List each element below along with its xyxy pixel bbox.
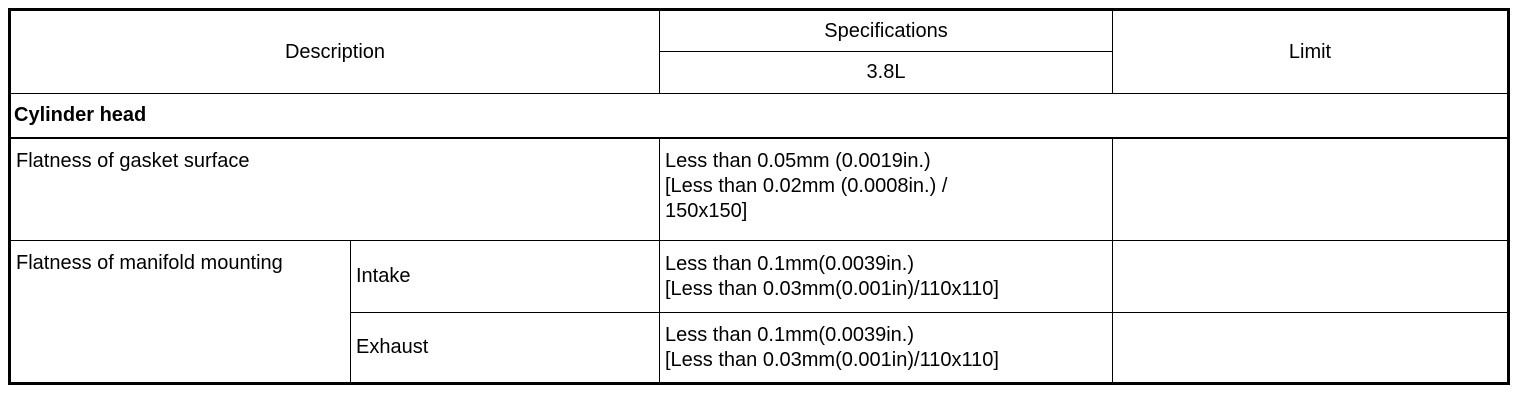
divider (659, 138, 660, 382)
row-spec: Less than 0.1mm(0.0039in.) [Less than 0.… (660, 313, 1112, 382)
row-sub-intake: Intake (356, 265, 411, 287)
row-limit (1113, 139, 1507, 240)
row-sub-exhaust: Exhaust (356, 336, 429, 358)
spec-line: [Less than 0.03mm(0.001in)/110x110] (665, 277, 999, 300)
divider (11, 240, 1507, 241)
header-specifications: Specifications (824, 19, 948, 42)
section-title: Cylinder head (14, 104, 147, 126)
divider (350, 240, 351, 382)
spec-line: Less than 0.1mm(0.0039in.) (665, 323, 915, 346)
header-description: Description (284, 40, 386, 63)
row-spec: Less than 0.05mm (0.0019in.) [Less than … (660, 139, 1112, 240)
row-limit (1113, 241, 1507, 312)
divider (11, 137, 1507, 139)
spec-line: [Less than 0.02mm (0.0008in.) / (665, 175, 948, 197)
header-limit: Limit (1288, 40, 1332, 63)
spec-line: 150x150] (665, 200, 748, 222)
divider (659, 11, 660, 94)
divider (1112, 11, 1113, 94)
divider (350, 312, 1507, 313)
divider (11, 93, 1507, 94)
divider (659, 51, 1112, 52)
row-spec: Less than 0.1mm(0.0039in.) [Less than 0.… (660, 241, 1112, 312)
row-description: Flatness of manifold mounting (16, 252, 283, 274)
header-variant: 3.8L (866, 61, 906, 83)
divider (1112, 138, 1113, 382)
spec-line: [Less than 0.03mm(0.001in)/110x110] (665, 348, 999, 371)
row-description: Flatness of gasket surface (16, 150, 250, 172)
spec-line: Less than 0.1mm(0.0039in.) (665, 252, 915, 275)
spec-table: Description Specifications 3.8L Limit Cy… (8, 8, 1510, 385)
spec-line: Less than 0.05mm (0.0019in.) (665, 150, 931, 172)
row-limit (1113, 313, 1507, 382)
